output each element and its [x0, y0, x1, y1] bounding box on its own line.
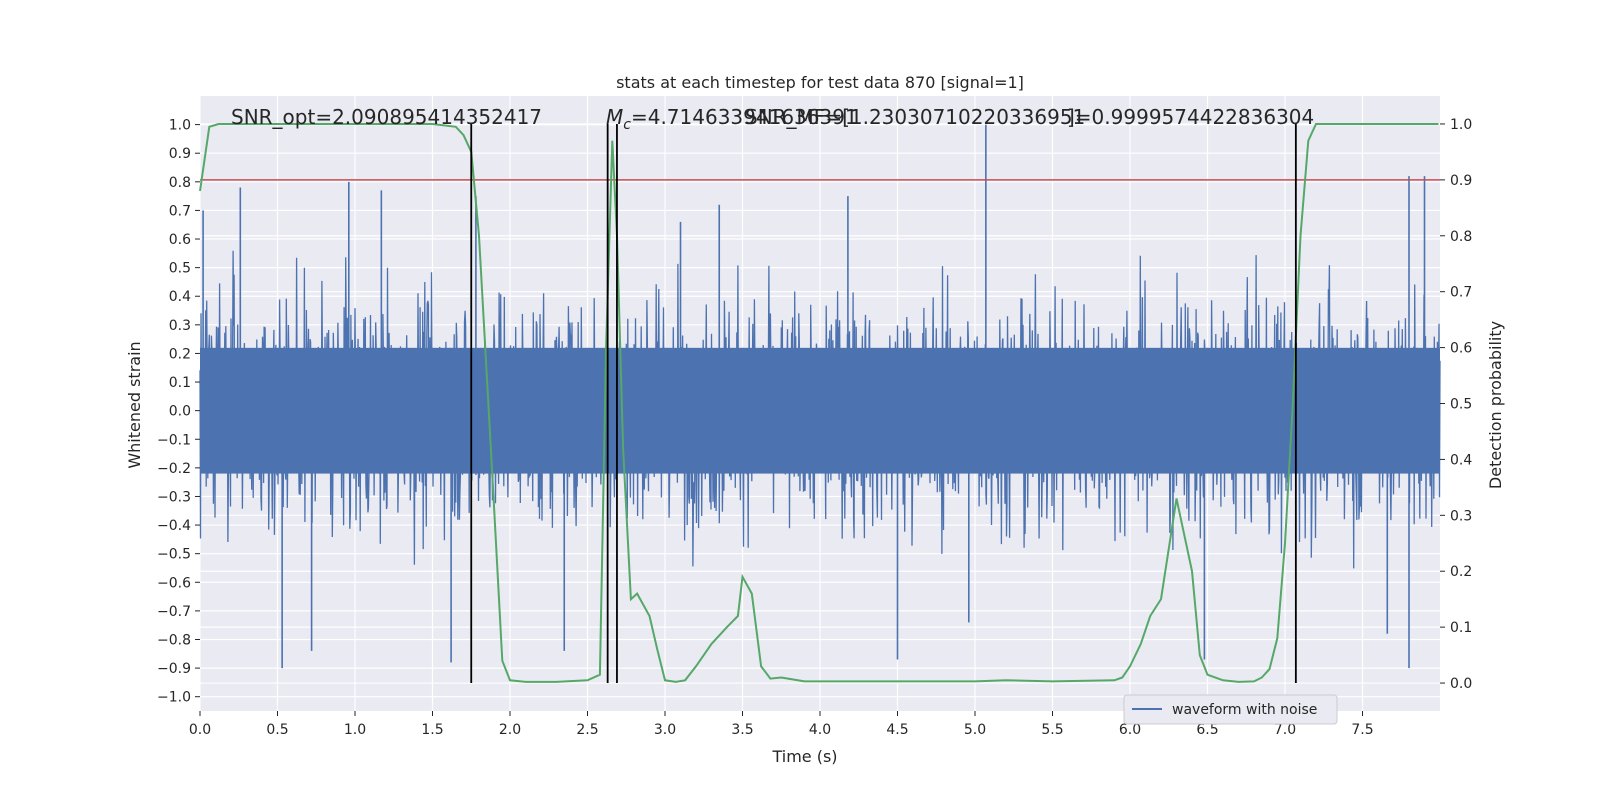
x-tick-label-13: 6.5 [1196, 722, 1218, 738]
x-tick-label-0: 0.0 [189, 722, 211, 738]
yr-tick-label-7: 0.7 [1450, 285, 1472, 301]
x-tick-label-10: 5.0 [964, 722, 986, 738]
right-y-axis-label: Detection probability [1486, 321, 1505, 489]
yr-tick-label-8: 0.8 [1450, 229, 1472, 245]
x-tick-label-15: 7.5 [1351, 722, 1373, 738]
yr-tick-label-2: 0.2 [1450, 564, 1472, 580]
x-tick-label-4: 2.0 [499, 722, 521, 738]
x-axis-label: Time (s) [771, 747, 837, 766]
x-tick-label-1: 0.5 [266, 722, 288, 738]
left-y-axis-label: Whitened strain [125, 341, 144, 468]
yl-tick-label-16: 0.6 [169, 232, 191, 248]
vertical-markers [470, 123, 1297, 684]
x-tick-label-6: 3.0 [654, 722, 676, 738]
x-tick-label-14: 7.0 [1274, 722, 1296, 738]
yl-tick-label-5: −0.5 [157, 547, 191, 563]
yl-tick-label-4: −0.6 [157, 575, 191, 591]
x-tick-label-7: 3.5 [731, 722, 753, 738]
annotation-snr-opt: SNR_opt=2.090895414352417 [231, 105, 542, 129]
annotation-probability: ]=0.9999574422836304 [1067, 105, 1314, 129]
waveform-noise-core [200, 347, 1440, 474]
x-tick-label-8: 4.0 [809, 722, 831, 738]
yl-tick-label-12: 0.2 [169, 346, 191, 362]
yl-tick-label-2: −0.8 [157, 632, 191, 648]
yr-tick-label-0: 0.0 [1450, 676, 1472, 692]
yl-tick-label-8: −0.2 [157, 461, 191, 477]
legend-label-waveform: waveform with noise [1172, 702, 1317, 718]
yl-tick-label-1: −0.9 [157, 661, 191, 677]
yr-tick-label-10: 1.0 [1450, 117, 1472, 133]
x-tick-label-2: 1.0 [344, 722, 366, 738]
yl-tick-label-14: 0.4 [169, 289, 191, 305]
detection-probability-line [199, 123, 1439, 683]
yr-tick-label-1: 0.1 [1450, 620, 1472, 636]
yl-tick-label-19: 0.9 [169, 146, 191, 162]
x-axis-ticks: 0.0 0.5 1.0 1.5 2.0 2.5 3.0 3.5 4.0 4.5 5.0 5.5 6.0 6… [189, 711, 1374, 738]
detection-probability-series [199, 123, 1439, 683]
x-tick-label-11: 5.5 [1041, 722, 1063, 738]
yl-tick-label-7: −0.3 [157, 489, 191, 505]
x-tick-label-12: 6.0 [1119, 722, 1141, 738]
right-y-axis-ticks: 0.0 0.1 0.2 0.3 0.4 0.5 0.6 0.7 0.8 0.9 1.0 [1440, 117, 1472, 692]
yl-tick-label-10: 0.0 [169, 404, 191, 420]
waveform-with-noise-series [199, 124, 1441, 669]
yr-tick-label-4: 0.4 [1450, 452, 1472, 468]
yr-tick-label-6: 0.6 [1450, 341, 1472, 357]
yr-tick-label-9: 0.9 [1450, 173, 1472, 189]
x-tick-label-5: 2.5 [576, 722, 598, 738]
x-tick-label-3: 1.5 [421, 722, 443, 738]
yl-tick-label-17: 0.7 [169, 203, 191, 219]
legend: waveform with noise [1123, 694, 1338, 725]
annotation-chirp-mass: Mc=4.714633941636391 [606, 105, 858, 133]
yl-tick-label-6: −0.4 [157, 518, 191, 534]
yl-tick-label-13: 0.3 [169, 318, 191, 334]
yl-tick-label-3: −0.7 [157, 604, 191, 620]
yl-tick-label-0: −1.0 [157, 690, 191, 706]
yl-tick-label-9: −0.1 [157, 432, 191, 448]
annotation-snr-mf: SNR_MF=[1.23030710220336951 [745, 105, 1085, 129]
left-y-axis-ticks: −1.0 −0.9 −0.8 −0.7 −0.6 −0.5 −0.4 −0.3 −0.2 −0.1… [157, 118, 200, 706]
yl-tick-label-15: 0.5 [169, 261, 191, 277]
yl-tick-label-20: 1.0 [169, 118, 191, 134]
yl-tick-label-11: 0.1 [169, 375, 191, 391]
yr-tick-label-5: 0.5 [1450, 397, 1472, 413]
legend-box [1123, 694, 1338, 725]
chart-title: stats at each timestep for test data 870… [616, 73, 1024, 92]
yr-tick-label-3: 0.3 [1450, 508, 1472, 524]
yl-tick-label-18: 0.8 [169, 175, 191, 191]
x-tick-label-9: 4.5 [886, 722, 908, 738]
